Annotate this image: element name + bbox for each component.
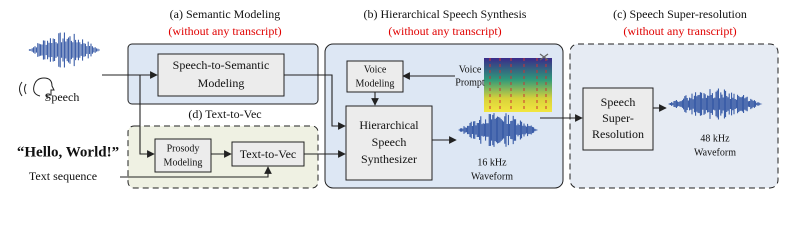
node [582, 87, 654, 151]
node-label: Voice [364, 64, 387, 75]
node [231, 141, 305, 167]
waveform-path [28, 32, 100, 68]
waveform [28, 32, 100, 68]
node-label: Synthesizer [361, 152, 417, 166]
panel-title: (c) Speech Super-resolution [613, 7, 747, 21]
node-label: Modeling [198, 76, 245, 90]
node-label: Super- [602, 111, 634, 125]
node [346, 60, 404, 93]
label: Speech [45, 90, 80, 104]
node-label: Speech [372, 135, 407, 149]
speaker-icon [33, 77, 55, 99]
label: Waveform [694, 147, 736, 158]
node-label: Modeling [356, 78, 395, 89]
node-label: Text-to-Vec [240, 147, 296, 161]
node [157, 53, 285, 97]
waveform-path [458, 113, 538, 147]
arrow [139, 75, 155, 158]
node-label: Resolution [592, 127, 644, 141]
node [345, 105, 433, 181]
waveform [458, 113, 538, 147]
diagram: (a) Semantic Modeling (without any trans… [17, 7, 779, 189]
arrow [120, 166, 272, 178]
panel-subtitle: (without any transcript) [388, 24, 501, 38]
node-label: Modeling [164, 157, 203, 168]
label: Prompt [455, 77, 485, 88]
panel-title: (b) Hierarchical Speech Synthesis [364, 7, 527, 21]
label: Text sequence [29, 169, 97, 183]
spectrogram [484, 53, 552, 112]
label: 16 kHz [477, 157, 507, 168]
arrow [284, 74, 346, 130]
panel-title: (d) Text-to-Vec [188, 107, 261, 121]
node-label: Speech [601, 95, 636, 109]
panel-c [569, 43, 779, 189]
label: Waveform [471, 171, 513, 182]
label: “Hello, World!” [17, 144, 119, 160]
node-label: Prosody [167, 143, 200, 154]
speaker-icon [19, 81, 27, 97]
node-label: Hierarchical [359, 118, 419, 132]
panel-subtitle: (without any transcript) [623, 24, 736, 38]
node-label: Speech-to-Semantic [173, 58, 270, 72]
panel-subtitle: (without any transcript) [168, 24, 281, 38]
waveform-path [668, 88, 763, 120]
label: Voice [459, 64, 482, 75]
node [154, 138, 212, 173]
waveform [668, 88, 763, 120]
panel-title: (a) Semantic Modeling [170, 7, 281, 21]
label: 48 kHz [700, 133, 730, 144]
